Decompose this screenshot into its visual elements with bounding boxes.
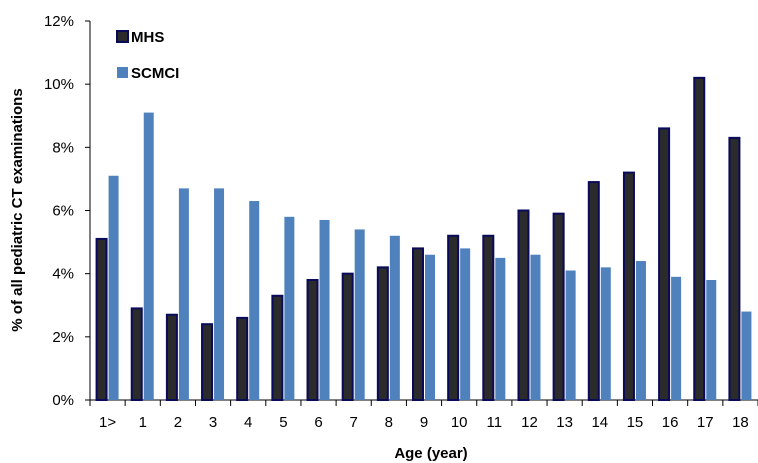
bar-scmci bbox=[706, 279, 717, 400]
bar-scmci bbox=[671, 276, 682, 400]
x-tick-label: 6 bbox=[314, 414, 322, 431]
bar-mhs bbox=[447, 234, 460, 401]
bar-mhs bbox=[95, 237, 108, 401]
bar-mhs bbox=[482, 234, 495, 401]
y-tick-label: 0% bbox=[52, 392, 74, 409]
x-tick-label: 9 bbox=[420, 414, 428, 431]
bar-scmci bbox=[319, 219, 330, 400]
bar-scmci bbox=[108, 175, 119, 400]
y-tick-label: 4% bbox=[52, 266, 74, 283]
bar-scmci bbox=[178, 188, 189, 400]
x-tick-label: 12 bbox=[521, 414, 538, 431]
legend-swatch-scmci bbox=[117, 67, 128, 78]
x-axis-title: Age (year) bbox=[394, 445, 467, 462]
bar-scmci bbox=[460, 248, 471, 400]
x-tick-label: 4 bbox=[244, 414, 252, 431]
bar-scmci bbox=[214, 188, 225, 400]
y-tick-label: 6% bbox=[52, 203, 74, 220]
bar-mhs bbox=[376, 266, 389, 401]
bar-mhs bbox=[271, 294, 284, 401]
bar-scmci bbox=[284, 216, 295, 400]
plot-area: 0%2%4%6%8%10%12%1> 1 2 3 4 5 6 7 8 9 10 11 12 13 14 15 1… bbox=[44, 13, 758, 431]
bar-mhs bbox=[236, 316, 249, 401]
bar-mhs bbox=[517, 209, 530, 401]
bar-scmci bbox=[635, 261, 646, 400]
bar-mhs bbox=[728, 136, 741, 401]
bar-mhs bbox=[622, 171, 635, 401]
x-tick-label: 14 bbox=[591, 414, 608, 431]
x-tick-label: 8 bbox=[385, 414, 393, 431]
bar-scmci bbox=[565, 270, 576, 400]
y-tick-label: 12% bbox=[44, 13, 74, 30]
y-axis-title: % of all pediatric CT examinations bbox=[9, 88, 26, 331]
x-tick-label: 13 bbox=[556, 414, 573, 431]
legend-label-mhs: MHS bbox=[131, 29, 164, 46]
legend: MHS SCMCI bbox=[116, 29, 179, 82]
x-tick-label: 3 bbox=[209, 414, 217, 431]
bar-scmci bbox=[354, 229, 365, 400]
legend-swatch-mhs bbox=[116, 30, 129, 43]
y-tick-label: 8% bbox=[52, 139, 74, 156]
bar-mhs bbox=[658, 127, 671, 401]
bar-mhs bbox=[552, 212, 565, 401]
bar-mhs bbox=[165, 313, 178, 402]
y-tick-label: 2% bbox=[52, 329, 74, 346]
x-tick-label: 1> bbox=[99, 414, 116, 431]
bar-mhs bbox=[341, 272, 354, 401]
bar-scmci bbox=[389, 235, 400, 400]
bar-mhs bbox=[693, 76, 706, 401]
x-tick-label: 15 bbox=[627, 414, 644, 431]
bar-scmci bbox=[741, 311, 752, 400]
bar-mhs bbox=[130, 307, 143, 401]
legend-label-scmci: SCMCI bbox=[131, 65, 179, 82]
bar-scmci bbox=[495, 257, 506, 400]
bar-scmci bbox=[425, 254, 435, 400]
x-tick-label: 7 bbox=[350, 414, 358, 431]
bar-mhs bbox=[412, 247, 424, 401]
bar-scmci bbox=[600, 267, 611, 400]
x-tick-label: 18 bbox=[732, 414, 749, 431]
x-tick-label: 11 bbox=[487, 414, 503, 431]
bar-mhs bbox=[587, 181, 600, 401]
x-tick-label: 2 bbox=[174, 414, 182, 431]
bar-mhs bbox=[201, 323, 214, 402]
x-tick-label: 17 bbox=[697, 414, 714, 431]
x-tick-label: 1 bbox=[139, 414, 147, 431]
y-tick-label: 10% bbox=[44, 76, 74, 93]
bar-scmci bbox=[249, 201, 260, 400]
bar-mhs bbox=[306, 278, 319, 402]
bar-scmci bbox=[530, 254, 541, 400]
x-tick-label: 10 bbox=[451, 414, 468, 431]
bar-scmci bbox=[143, 112, 154, 400]
x-tick-label: 16 bbox=[662, 414, 679, 431]
x-tick-label: 5 bbox=[279, 414, 287, 431]
